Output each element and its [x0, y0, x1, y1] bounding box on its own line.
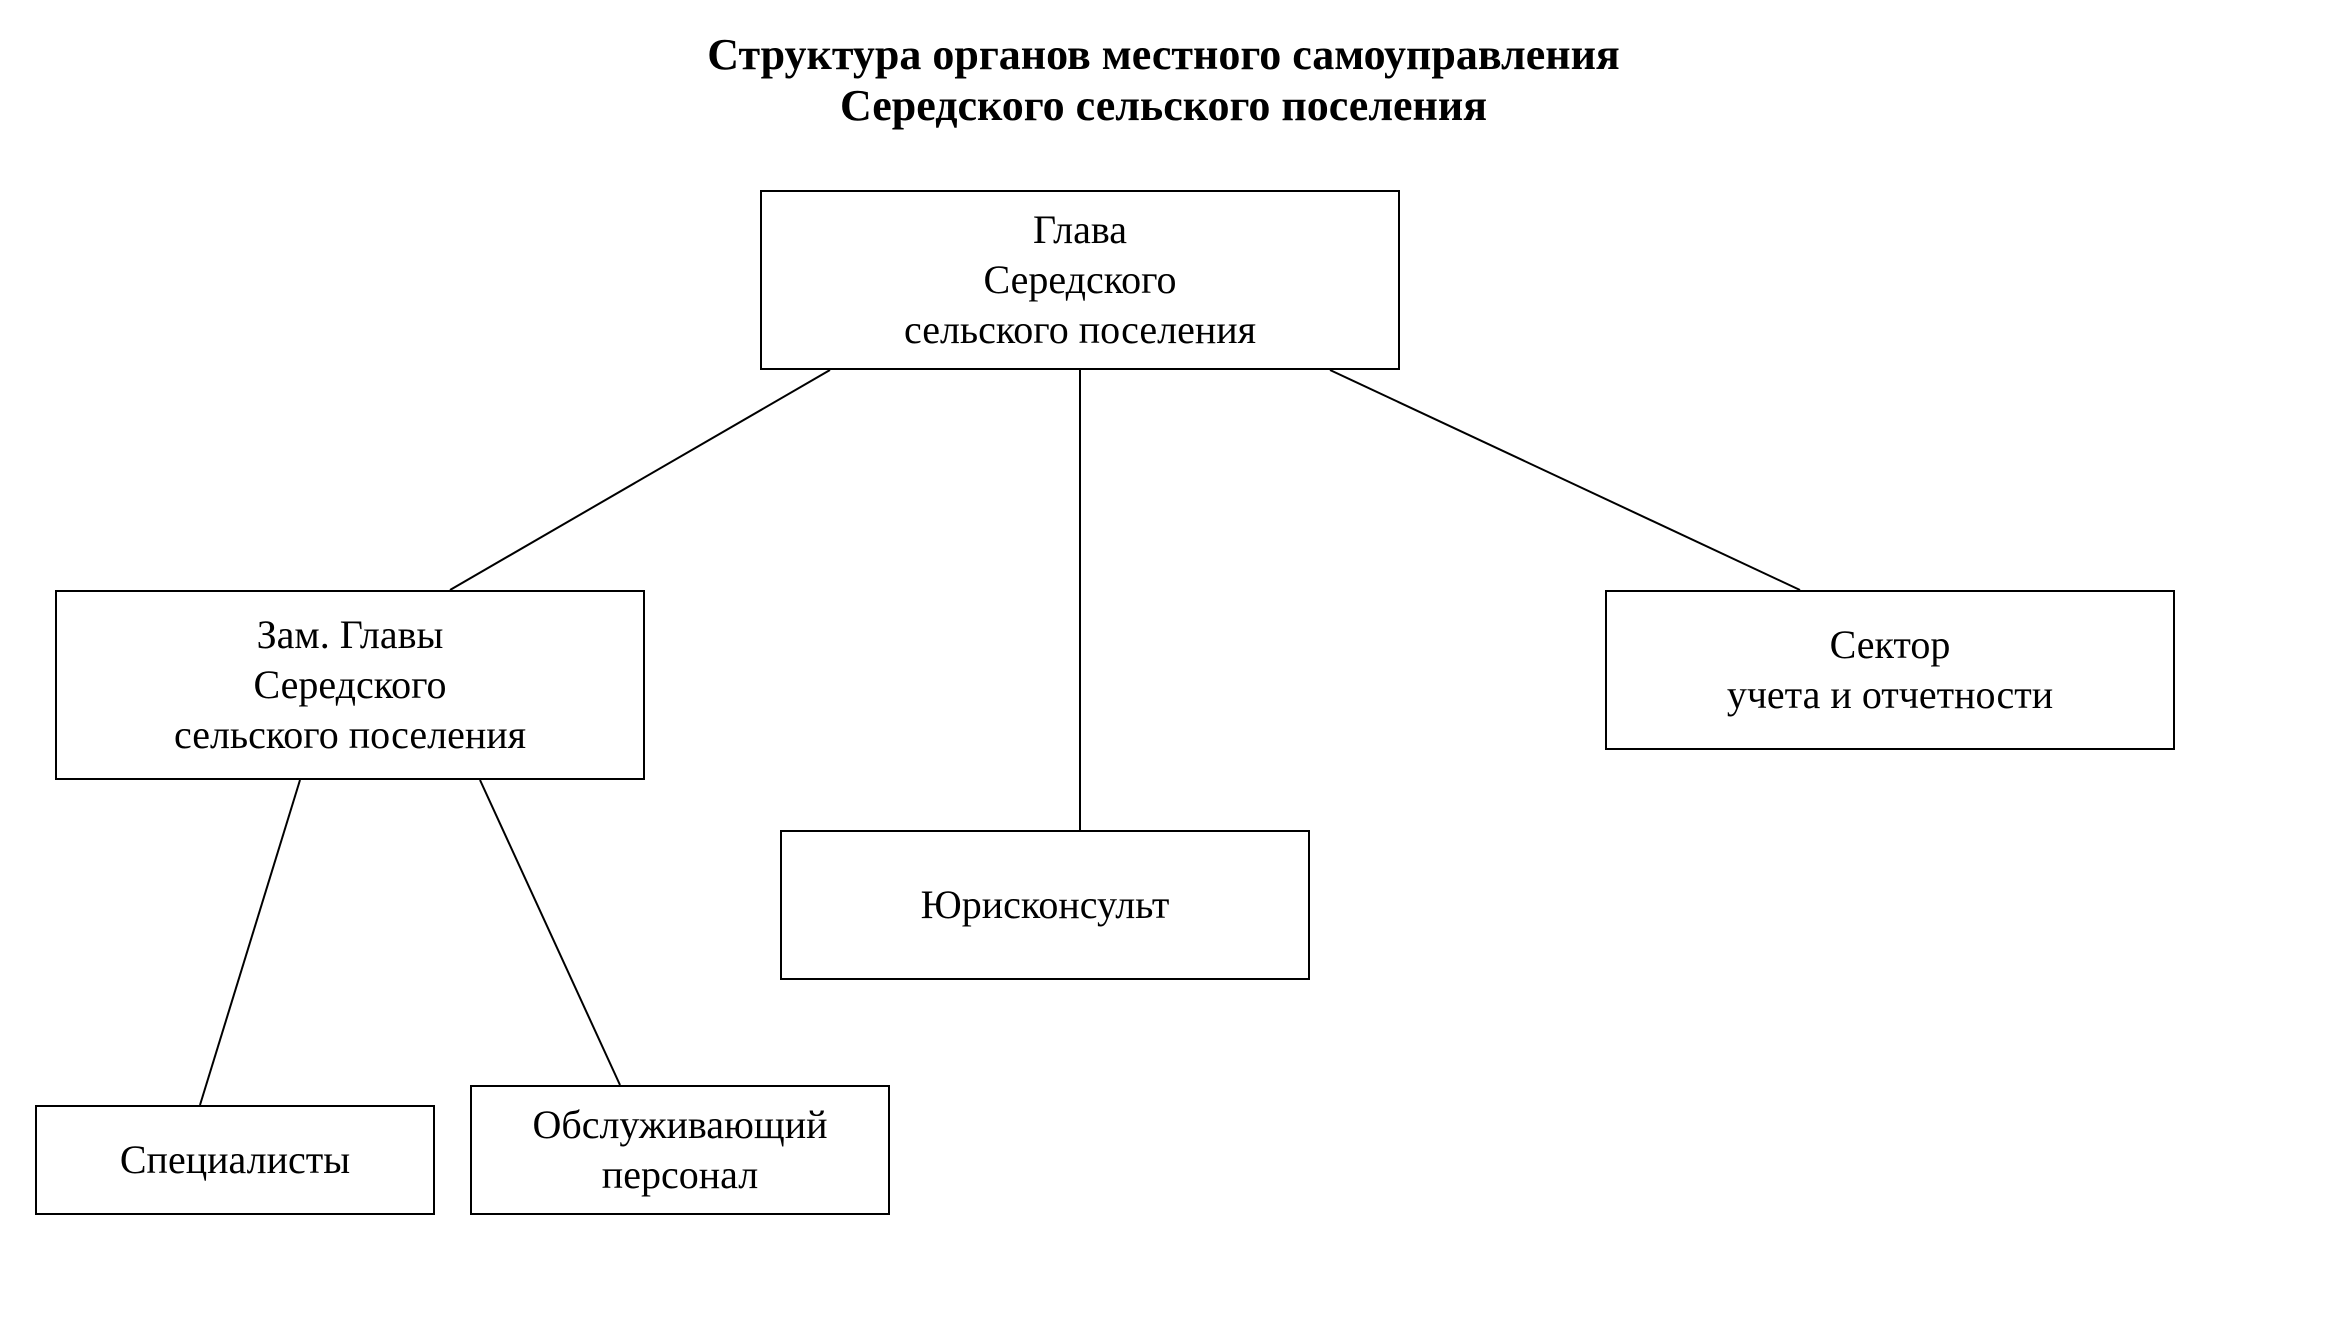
node-spec-label: Специалисты — [120, 1135, 350, 1185]
node-head: Глава Середского сельского поселения — [760, 190, 1400, 370]
node-sector: Сектор учета и отчетности — [1605, 590, 2175, 750]
node-sector-label: Сектор учета и отчетности — [1727, 620, 2053, 720]
node-service-label: Обслуживающий персонал — [532, 1100, 827, 1200]
edge-deputy-service — [480, 780, 620, 1085]
node-legal-label: Юрисконсульт — [921, 880, 1170, 930]
node-legal: Юрисконсульт — [780, 830, 1310, 980]
edge-head-deputy — [450, 370, 830, 590]
node-service: Обслуживающий персонал — [470, 1085, 890, 1215]
node-spec: Специалисты — [35, 1105, 435, 1215]
diagram-title-line1: Структура органов местного самоуправлени… — [707, 30, 1619, 79]
diagram-title-line2: Середского сельского поселения — [840, 81, 1487, 130]
edge-head-sector — [1330, 370, 1800, 590]
node-head-label: Глава Середского сельского поселения — [904, 205, 1256, 355]
org-chart-canvas: Структура органов местного самоуправлени… — [0, 0, 2327, 1328]
node-deputy-label: Зам. Главы Середского сельского поселени… — [174, 610, 526, 760]
node-deputy: Зам. Главы Середского сельского поселени… — [55, 590, 645, 780]
edge-deputy-spec — [200, 780, 300, 1105]
diagram-title: Структура органов местного самоуправлени… — [0, 30, 2327, 131]
